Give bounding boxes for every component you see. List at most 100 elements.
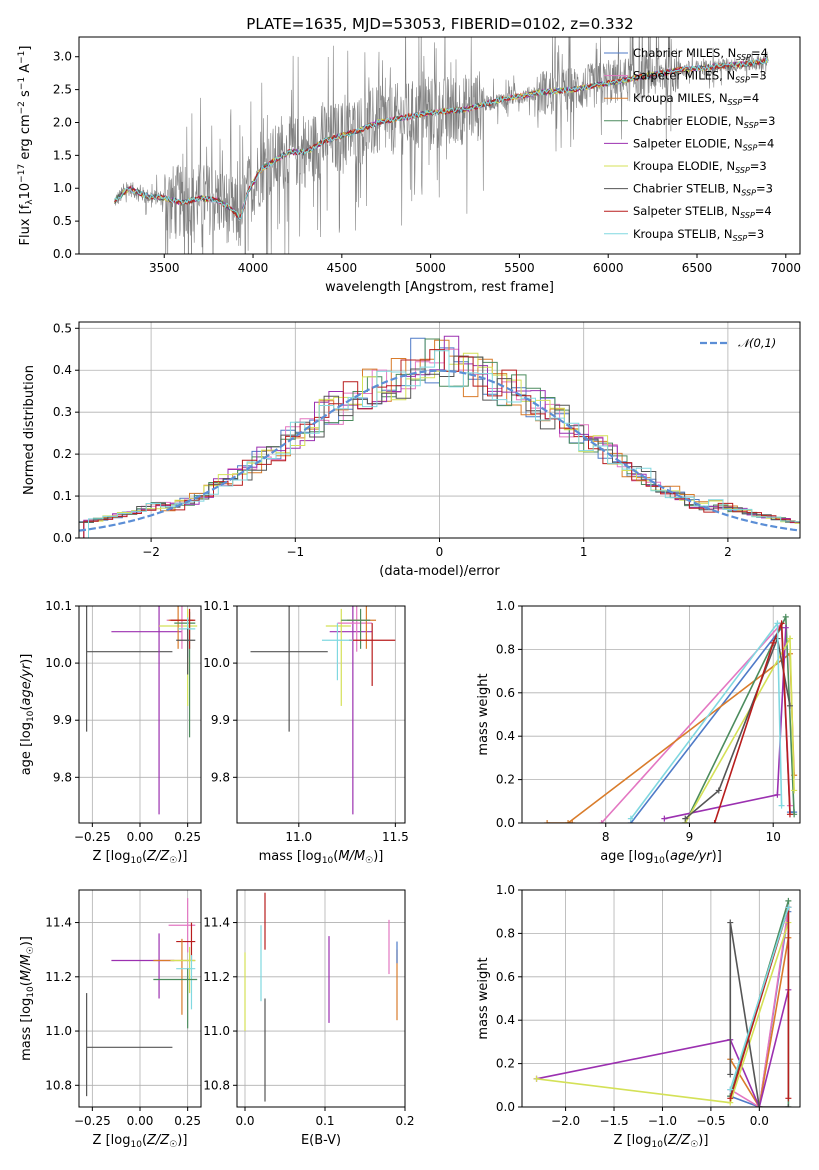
mass-weight-marker bbox=[727, 1071, 734, 1078]
age-z-xtick-label: 0.25 bbox=[174, 830, 201, 844]
data-point bbox=[153, 968, 198, 1029]
mw-z-frame bbox=[521, 889, 801, 1108]
age-mass-xtick-label: 11.5 bbox=[382, 830, 409, 844]
mass-weight-marker bbox=[756, 1104, 763, 1107]
mw-z-ticks: −2.0 −1.5 −1.0 −0.5 0.0 0.0 0.2 0.4 0.6 0.8 1.0 bbox=[496, 883, 769, 1128]
mass-weight-marker bbox=[544, 820, 551, 823]
mw-z-xtick-label: −0.5 bbox=[696, 1114, 725, 1128]
age-mass-ytick-label: 10.1 bbox=[203, 599, 230, 613]
legend-entry: Kroupa ELODIE, NSSP=3 bbox=[633, 159, 767, 175]
mass-weight-line bbox=[729, 907, 790, 1090]
residual-ytick-label: 0.2 bbox=[53, 447, 72, 461]
age-z-ytick-label: 10.1 bbox=[45, 599, 72, 613]
spectrum-ticks: 3500 4000 4500 5000 5500 6000 6500 7000 0.0 0.5 1.… bbox=[53, 50, 801, 275]
age-z-xlabel: Z [log10(Z/Z☉)] bbox=[93, 849, 188, 866]
residual-axes: −2 −1 0 1 2 0.0 0.1 0.2 0.3 0.4 0.5 bbox=[53, 321, 800, 559]
mass-weight-marker bbox=[569, 820, 576, 823]
data-point bbox=[111, 606, 182, 815]
mass-weight-marker bbox=[598, 820, 605, 823]
histogram-step bbox=[88, 350, 800, 538]
age-mass-ytick-label: 9.8 bbox=[211, 770, 230, 784]
residual-xtick-label: 1 bbox=[580, 545, 588, 559]
mass-weight-marker bbox=[565, 820, 572, 823]
legend-entry: Kroupa STELIB, NSSP=3 bbox=[633, 227, 764, 243]
mass-weight-marker bbox=[770, 639, 777, 646]
spectrum-xtick-label: 7000 bbox=[771, 261, 802, 275]
spectrum-legend: Chabrier MILES, NSSP=4 Salpeter MILES, NS… bbox=[604, 46, 775, 243]
mass-weight-marker bbox=[627, 815, 634, 822]
age-z-ytick-label: 9.8 bbox=[53, 770, 72, 784]
spectrum-ytick-label: 3.0 bbox=[53, 50, 72, 64]
histogram-step bbox=[83, 348, 800, 538]
mass-weight-line bbox=[536, 989, 790, 1107]
mass-weight-line bbox=[729, 922, 789, 1107]
legend-entry: Chabrier MILES, NSSP=4 bbox=[633, 46, 768, 62]
residual-ytick-label: 0.4 bbox=[53, 363, 72, 377]
mass-z-ytick-label: 11.0 bbox=[45, 1024, 72, 1038]
spectrum-model-line bbox=[114, 58, 769, 218]
legend-entry: Salpeter MILES, NSSP=3 bbox=[633, 69, 767, 85]
mw-z-xlabel: Z [log10(Z/Z☉)] bbox=[614, 1133, 709, 1150]
mw-age-ytick-label: 0.4 bbox=[496, 729, 515, 743]
page-title: PLATE=1635, MJD=53053, FIBERID=0102, z=0… bbox=[246, 15, 633, 33]
mass-z-ticks: −0.25 0.00 0.25 10.8 11.0 11.2 11.4 bbox=[45, 916, 201, 1128]
mass-ebv-xtick-label: 0.0 bbox=[235, 1114, 254, 1128]
legend-entry: Chabrier ELODIE, NSSP=3 bbox=[633, 114, 775, 130]
mass-weight-marker bbox=[711, 820, 718, 823]
mass-weight-marker bbox=[774, 791, 781, 798]
mw-z-xtick-label: 0.0 bbox=[750, 1114, 769, 1128]
mass-weight-marker bbox=[778, 802, 785, 809]
spectrum-axes: 3500 4000 4500 5000 5500 6000 6500 7000 0.0 0.5 1.… bbox=[53, 50, 801, 275]
mass-weight-marker bbox=[785, 904, 792, 911]
gaussian-curve bbox=[79, 369, 800, 532]
mass-ebv-ytick-label: 11.2 bbox=[203, 970, 230, 984]
mw-z-ytick-label: 0.2 bbox=[496, 1057, 515, 1071]
age-z-xtick-label: 0.00 bbox=[127, 830, 154, 844]
mass-ebv-axes: 0.0 0.1 0.2 10.8 11.0 11.2 11.4 bbox=[203, 890, 415, 1128]
mass-ebv-ytick-label: 11.4 bbox=[203, 916, 230, 930]
spectrum-xlabel: wavelength [Angstrom, rest frame] bbox=[325, 280, 554, 295]
mass-ebv-frame bbox=[236, 889, 406, 1108]
residual-frame bbox=[78, 321, 801, 539]
age-mass-xlabel: mass [log10(M/M☉)] bbox=[259, 849, 384, 866]
data-point bbox=[111, 933, 175, 999]
mass-weight-marker bbox=[727, 1095, 734, 1102]
spectrum-frame bbox=[78, 36, 801, 255]
spectrum-xtick-label: 5500 bbox=[504, 261, 535, 275]
data-point bbox=[176, 628, 196, 675]
data-point bbox=[174, 611, 196, 738]
mw-age-axes: 8 9 10 0.0 0.2 0.4 0.6 0.8 1.0 bbox=[496, 599, 800, 844]
mw-age-xtick-label: 10 bbox=[766, 830, 781, 844]
mw-z-ytick-label: 0.0 bbox=[496, 1100, 515, 1114]
mass-weight-marker bbox=[727, 919, 734, 926]
data-point bbox=[341, 608, 371, 649]
mass-z-axes: −0.25 0.00 0.25 10.8 11.0 11.2 11.4 bbox=[45, 890, 201, 1128]
residual-ylabel: Normed distribution bbox=[22, 365, 37, 495]
mass-weight-marker bbox=[785, 1095, 792, 1102]
mw-age-ytick-label: 0.6 bbox=[496, 686, 515, 700]
residual-ytick-label: 0.0 bbox=[53, 531, 72, 545]
residual-ytick-label: 0.3 bbox=[53, 405, 72, 419]
mw-z-ytick-label: 0.8 bbox=[496, 926, 515, 940]
mass-weight-marker bbox=[661, 815, 668, 822]
residual-xtick-label: −1 bbox=[286, 545, 304, 559]
mass-weight-marker bbox=[785, 897, 792, 904]
mass-weight-marker bbox=[774, 620, 781, 627]
histogram-step bbox=[83, 349, 800, 538]
spectrum-ytick-label: 1.5 bbox=[53, 148, 72, 162]
mass-ebv-xtick-label: 0.2 bbox=[395, 1114, 414, 1128]
age-mass-ytick-label: 9.9 bbox=[211, 713, 230, 727]
spectrum-ytick-label: 2.0 bbox=[53, 115, 72, 129]
mass-weight-line bbox=[630, 621, 783, 820]
mass-weight-marker bbox=[727, 1086, 734, 1093]
data-point bbox=[168, 898, 196, 953]
mass-z-frame bbox=[78, 889, 202, 1108]
age-z-frame bbox=[78, 605, 202, 824]
spectrum-xtick-label: 3500 bbox=[149, 261, 180, 275]
age-mass-frame bbox=[236, 605, 406, 824]
gaussian-legend-label: 𝒩(0,1) bbox=[738, 336, 776, 350]
legend-entry: Chabrier STELIB, NSSP=3 bbox=[633, 182, 773, 198]
mw-age-ytick-label: 0.8 bbox=[496, 642, 515, 656]
mw-z-xtick-label: −2.0 bbox=[551, 1114, 580, 1128]
legend-entry: Salpeter STELIB, NSSP=4 bbox=[633, 204, 772, 220]
